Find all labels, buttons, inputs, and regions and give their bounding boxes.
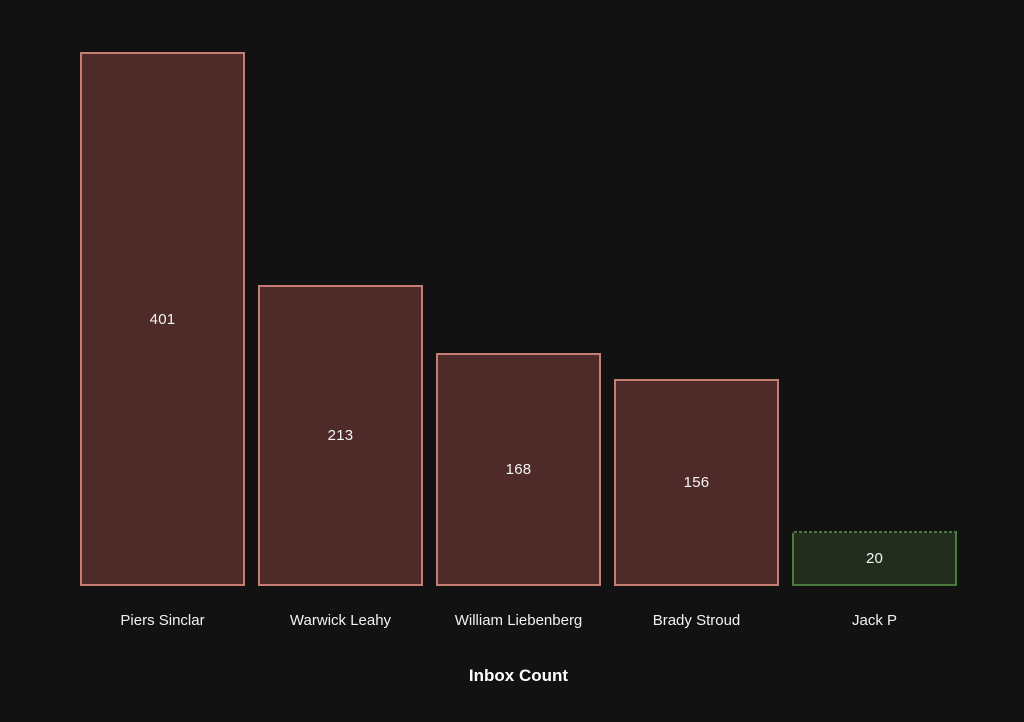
bar-brady-stroud[interactable]: 156 [614, 379, 779, 586]
category-label: William Liebenberg [454, 612, 583, 629]
bar-william-liebenberg[interactable]: 168 [436, 353, 601, 586]
bar-value-label: 213 [327, 427, 354, 444]
bar-value-label: 156 [683, 474, 710, 491]
bar-value-label: 20 [865, 550, 884, 567]
bar-jack-p[interactable]: 20 [792, 531, 957, 586]
category-label: Warwick Leahy [289, 612, 392, 629]
category-label: Jack P [851, 612, 897, 629]
bar-value-label: 401 [149, 310, 176, 328]
bar-piers-sinclar[interactable]: 401 [80, 52, 245, 586]
dashed-top-border [792, 531, 957, 533]
bar-value-label: 168 [505, 461, 532, 478]
category-label: Piers Sinclar [120, 612, 205, 629]
chart-title: Inbox Count [468, 666, 569, 685]
category-label: Brady Stroud [652, 612, 741, 629]
bar-warwick-leahy[interactable]: 213 [258, 285, 423, 586]
